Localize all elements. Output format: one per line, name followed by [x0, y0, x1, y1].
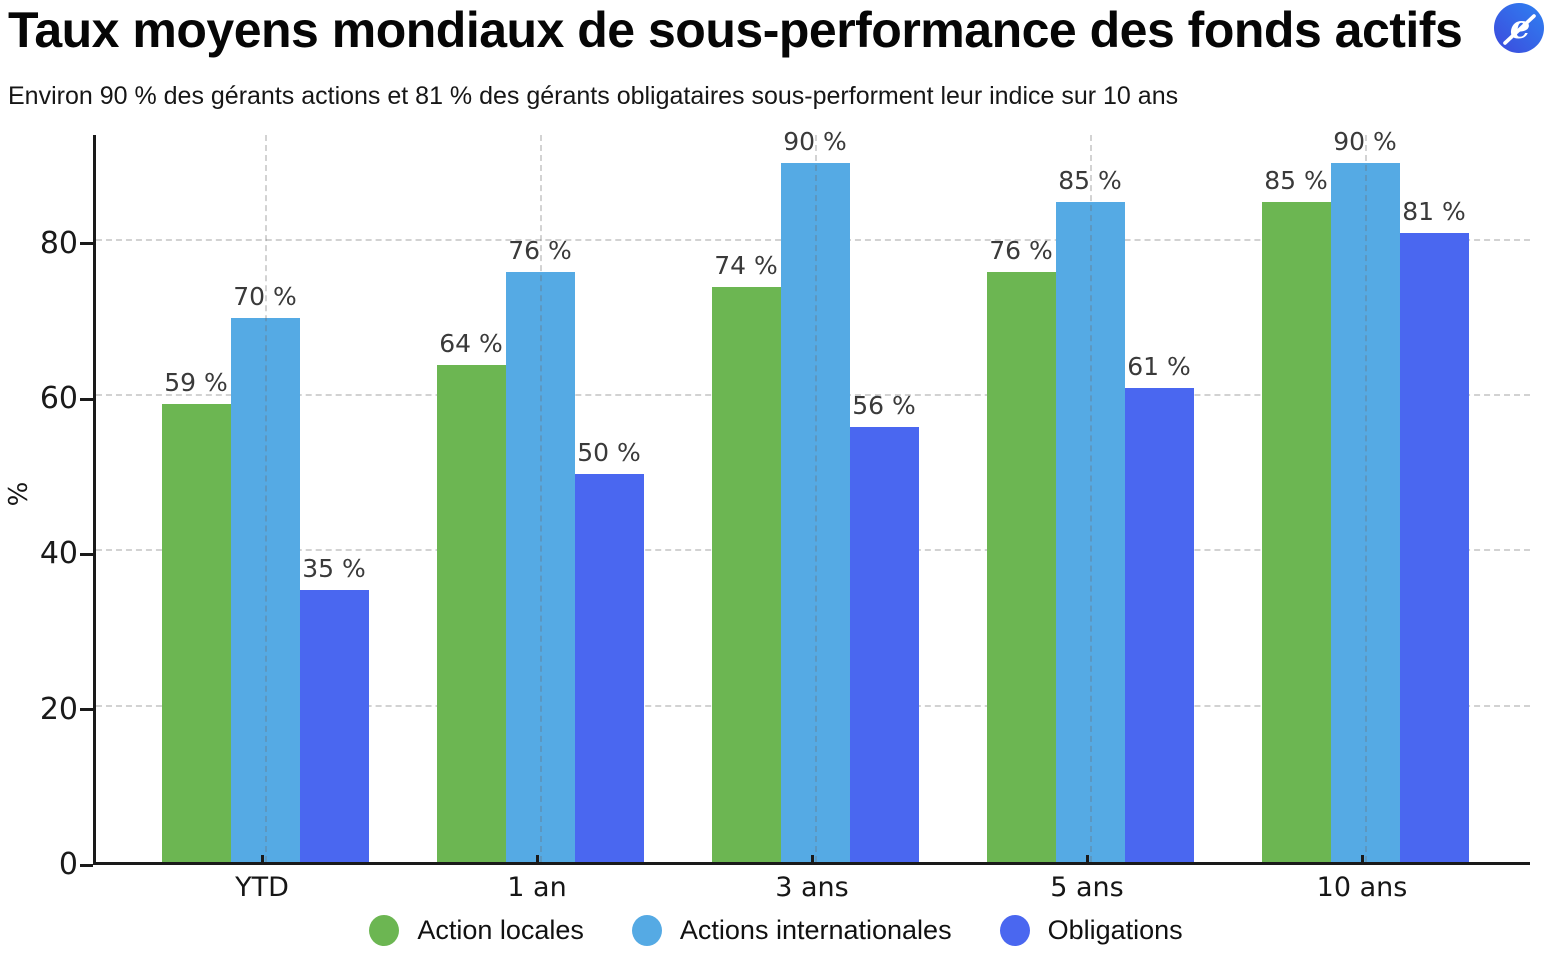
x-grid-line: [815, 135, 817, 862]
bar-5 ans-Actions internationales: [1055, 201, 1125, 862]
bar-1 an-Obligations: [574, 473, 644, 862]
y-tick-label: 0: [58, 847, 78, 882]
bar-5 ans-Action locales: [986, 271, 1056, 862]
y-tick-label: 40: [39, 536, 78, 572]
page-title: Taux moyens mondiaux de sous-performance…: [8, 2, 1463, 58]
y-tick-label: 60: [39, 381, 78, 417]
x-grid-line: [265, 135, 267, 862]
legend-label: Action locales: [417, 915, 584, 945]
chart-legend: Action locales Actions internationales Obl…: [0, 906, 1552, 955]
y-tick-mark: [80, 708, 93, 712]
bar-value-label: 85 %: [1058, 165, 1122, 195]
x-tick-label: YTD: [235, 872, 289, 903]
bar-3 ans-Action locales: [711, 287, 781, 862]
bar-value-label: 61 %: [1127, 352, 1191, 382]
legend-item: Actions internationales: [631, 915, 952, 946]
legend-label: Actions internationales: [679, 915, 952, 945]
bar-value-label: 64 %: [439, 328, 503, 358]
y-tick-mark: [80, 552, 93, 556]
plot-area: 59 % 70 % 35 % 64 % 76 % 50 % 74 % 90 % 56 % 76 %…: [93, 127, 1530, 865]
e-slash-logo-icon: e: [1494, 3, 1544, 53]
bar-value-label: 70 %: [233, 282, 297, 312]
x-tick-mark: [535, 855, 539, 865]
bar-10 ans-Actions internationales: [1330, 163, 1400, 862]
x-tick-mark: [1360, 855, 1364, 865]
y-tick-label: 80: [39, 225, 78, 261]
legend-swatch-Actions internationales: [631, 915, 662, 946]
x-tick-label: 10 ans: [1316, 872, 1408, 903]
bar-YTD-Actions internationales: [230, 318, 300, 862]
bar-value-label: 76 %: [508, 235, 572, 265]
brand-logo: e: [1494, 3, 1544, 53]
x-tick-mark: [1085, 855, 1089, 865]
x-tick-label: 5 ans: [1050, 872, 1124, 903]
x-grid-line: [1090, 135, 1092, 862]
y-tick-label: 20: [39, 691, 78, 727]
bar-value-label: 35 %: [302, 554, 366, 584]
x-tick-mark: [260, 855, 264, 865]
bar-10 ans-Obligations: [1399, 232, 1469, 862]
bar-3 ans-Actions internationales: [780, 163, 850, 862]
x-tick-mark: [810, 855, 814, 865]
bar-value-label: 90 %: [1333, 127, 1397, 157]
y-tick-mark: [80, 863, 93, 867]
bar-value-label: 74 %: [714, 251, 778, 281]
x-tick-label: 1 an: [507, 872, 567, 903]
bar-3 ans-Obligations: [849, 427, 919, 862]
bar-YTD-Obligations: [299, 590, 369, 862]
bar-value-label: 56 %: [852, 391, 916, 421]
y-tick-mark: [80, 397, 93, 401]
bar-value-label: 59 %: [164, 367, 228, 397]
y-axis-title: %: [4, 481, 34, 507]
x-grid-line: [540, 135, 542, 862]
bar-5 ans-Obligations: [1124, 388, 1194, 862]
legend-swatch-Action locales: [369, 915, 400, 946]
bar-10 ans-Action locales: [1261, 201, 1331, 862]
bar-YTD-Action locales: [161, 403, 231, 862]
y-tick-mark: [80, 242, 93, 246]
bar-1 an-Actions internationales: [505, 271, 575, 862]
x-grid-line: [1365, 135, 1367, 862]
page-subtitle: Environ 90 % des gérants actions et 81 %…: [8, 82, 1179, 110]
legend-swatch-Obligations: [999, 915, 1030, 946]
legend-item: Action locales: [369, 915, 584, 946]
bar-value-label: 76 %: [989, 235, 1053, 265]
x-tick-label: 3 ans: [775, 872, 849, 903]
bar-value-label: 81 %: [1402, 196, 1466, 226]
bar-1 an-Action locales: [436, 364, 506, 862]
legend-item: Obligations: [999, 915, 1183, 946]
bar-value-label: 90 %: [783, 127, 847, 157]
legend-label: Obligations: [1047, 915, 1183, 945]
bar-value-label: 50 %: [577, 437, 641, 467]
bar-value-label: 85 %: [1264, 165, 1328, 195]
